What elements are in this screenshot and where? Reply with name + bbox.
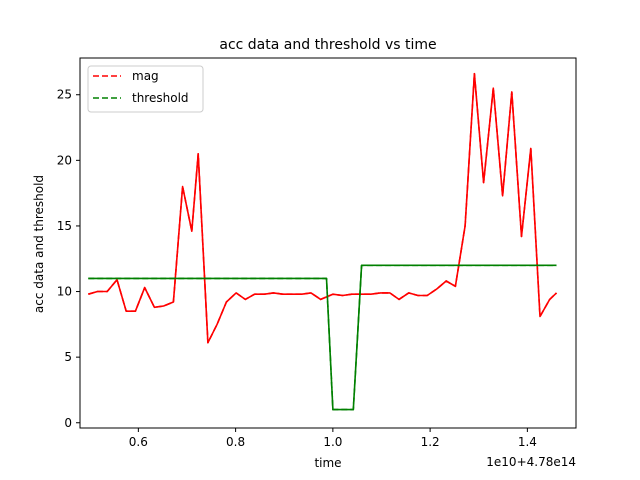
y-tick-label: 10 [57, 285, 72, 299]
x-tick-label: 0.6 [129, 435, 148, 449]
axes-frame [79, 57, 577, 429]
x-tick-label: 1.4 [518, 435, 537, 449]
legend-label-threshold: threshold [132, 91, 189, 105]
x-axis-offset-label: 1e10+4.78e14 [486, 455, 576, 469]
x-tick-label: 1.2 [421, 435, 440, 449]
series-dash-mag [88, 72, 558, 344]
x-tick-label: 0.8 [226, 435, 245, 449]
plot-area [88, 72, 558, 411]
series-dash-threshold [88, 264, 557, 411]
y-tick-label: 0 [64, 416, 72, 430]
legend-label-mag: mag [132, 69, 159, 83]
y-tick-label: 25 [57, 88, 72, 102]
y-tick-label: 15 [57, 219, 72, 233]
x-axis-ticks: 0.6 0.8 1.0 1.2 1.4 [129, 428, 537, 449]
x-tick-label: 1.0 [323, 435, 342, 449]
y-tick-label: 20 [57, 153, 72, 167]
y-axis-ticks: 0 5 10 15 20 25 [57, 88, 80, 430]
y-tick-label: 5 [64, 350, 72, 364]
legend-box [87, 65, 204, 113]
legend: mag threshold [87, 65, 204, 113]
chart-title: acc data and threshold vs time [219, 37, 436, 53]
x-axis-title: time [314, 456, 341, 470]
y-axis-title: acc data and threshold [32, 175, 46, 313]
